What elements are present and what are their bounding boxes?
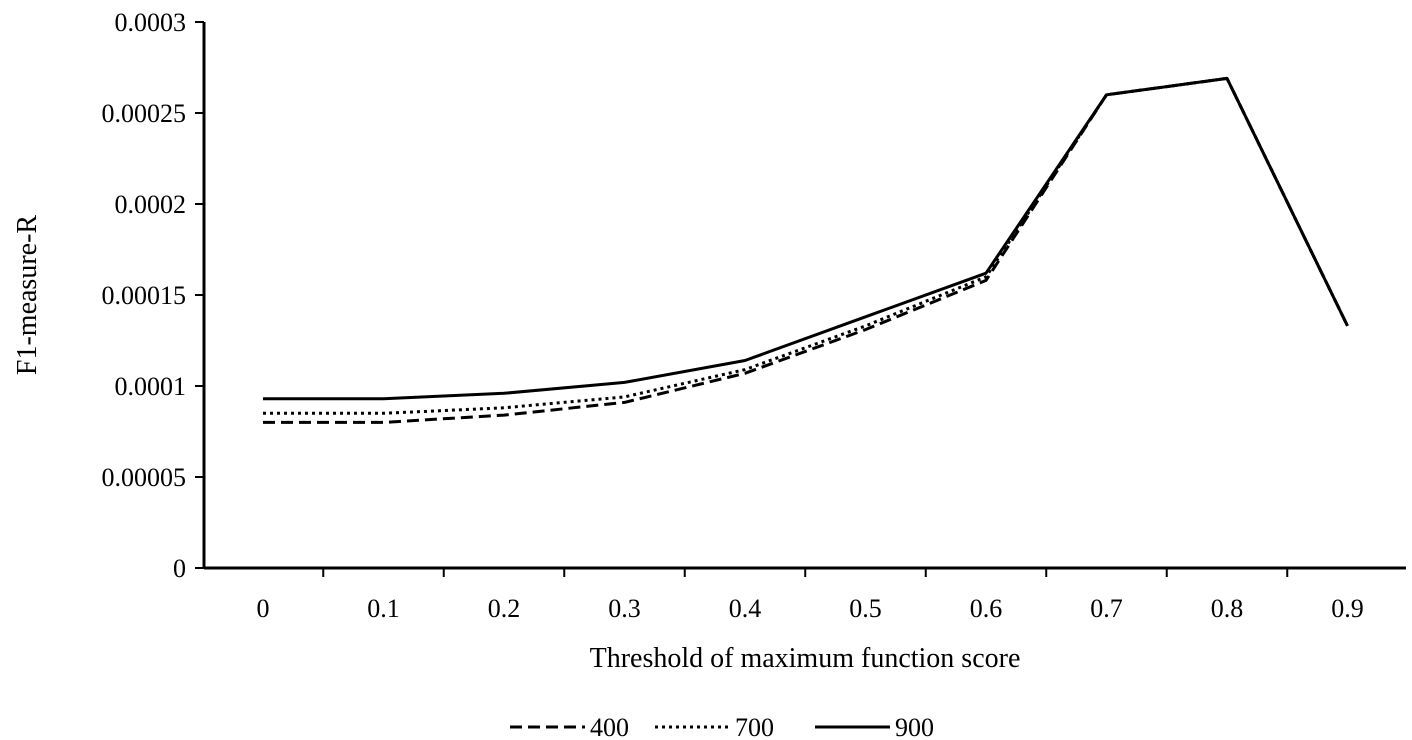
x-tick-label: 0.9	[1331, 594, 1364, 623]
x-tick-label: 0.5	[849, 594, 882, 623]
series-line-900	[263, 76, 1349, 401]
series-line-400	[263, 76, 1349, 424]
x-tick-label: 0.4	[729, 594, 762, 623]
y-tick-label: 0.0001	[115, 372, 187, 401]
x-tick-label: 0.3	[608, 594, 641, 623]
x-tick-label: 0	[257, 594, 270, 623]
x-tick-label: 0.1	[367, 594, 400, 623]
y-ticks: 0 0.00005 0.0001 0.00015 0.0002 0.00025 0.0003	[102, 8, 204, 583]
y-axis-label: F1-measure-R	[12, 215, 43, 376]
y-tick-label: 0.00005	[102, 463, 187, 492]
x-tick-label: 0.6	[970, 594, 1003, 623]
series-line-700	[263, 76, 1349, 415]
x-tick-label: 0.8	[1211, 594, 1244, 623]
x-tick-label: 0.7	[1090, 594, 1123, 623]
x-axis-label: Threshold of maximum function score	[590, 643, 1021, 674]
x-tick-label: 0.2	[488, 594, 521, 623]
y-tick-label: 0	[173, 554, 186, 583]
legend-label-400: 400	[590, 713, 629, 740]
y-tick-label: 0.0002	[115, 190, 187, 219]
legend-label-700: 700	[735, 713, 774, 740]
series-lines	[263, 76, 1349, 424]
y-tick-label: 0.00025	[102, 99, 187, 128]
legend: 400 700 900	[510, 713, 934, 740]
legend-label-900: 900	[895, 713, 934, 740]
x-ticks: 0 0.1 0.2 0.3 0.4 0.5 0.6 0.7 0.8 0.9	[257, 568, 1364, 623]
axes	[202, 22, 1406, 570]
y-tick-label: 0.0003	[115, 8, 187, 37]
y-tick-label: 0.00015	[102, 281, 187, 310]
